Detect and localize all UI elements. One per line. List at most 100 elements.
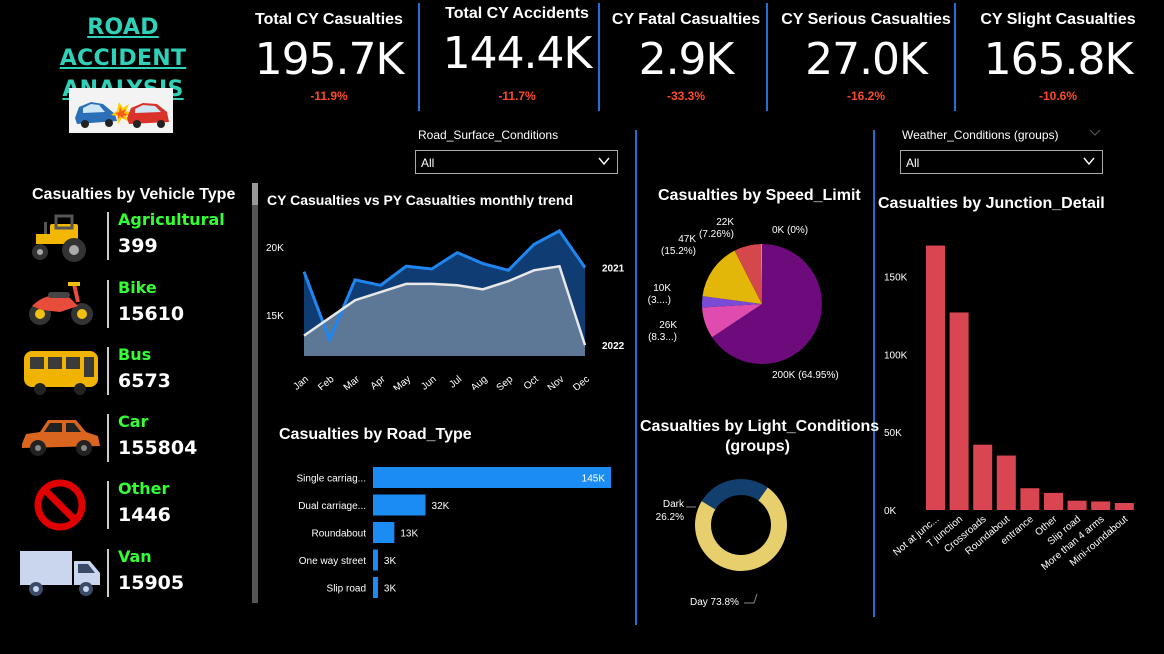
light-conditions-chart[interactable]: Dark 26.2% Day 73.8% [640, 462, 872, 614]
vehicle-value: 155804 [118, 437, 198, 459]
vehicle-row-van: Van 15905 [18, 545, 218, 605]
x-tick-label: Oct [522, 374, 541, 390]
road-type-chart[interactable]: Single carriag... 145K Dual carriage... 32K… [262, 460, 632, 605]
series-2022-line [303, 264, 587, 346]
kpi-label: Total CY Accidents [445, 5, 589, 22]
speed-slice [702, 250, 762, 304]
x-tick-label: Jan [292, 374, 311, 390]
road-surface-slicer[interactable]: All [415, 150, 618, 174]
motorbike-icon [29, 282, 93, 325]
kpi-cy-fatal-casualties: CY Fatal Casualties 2.9K -33.3% [608, 0, 764, 115]
vehicle-list-scrollbar-thumb[interactable] [252, 183, 258, 205]
weather-slicer-label: Weather_Conditions (groups) [902, 128, 1059, 142]
section-divider [635, 130, 637, 625]
vehicle-name: Van [118, 547, 152, 566]
vehicle-row-bike: Bike 15610 [18, 276, 218, 336]
road-type-value-label: 145K [582, 474, 606, 485]
kpi-change: -16.2% [846, 89, 886, 103]
weather-slicer[interactable]: All [900, 150, 1103, 174]
kpi-value: 195.7K [254, 34, 405, 85]
vehicle-divider [107, 347, 109, 395]
junction-bar [1091, 501, 1111, 510]
junction-bar [1114, 503, 1134, 510]
vehicle-list-scrollbar[interactable] [252, 183, 258, 603]
vehicle-divider [107, 414, 109, 462]
kpi-divider [598, 3, 600, 111]
vehicle-value: 1446 [118, 504, 171, 526]
vehicle-row-other: Other 1446 [18, 477, 218, 537]
vehicle-name: Other [118, 479, 170, 498]
section-divider [873, 130, 875, 617]
vehicle-type-title: Casualties by Vehicle Type [32, 186, 236, 203]
road-type-bar [373, 467, 611, 488]
junction-bar [973, 444, 993, 510]
prohibited-icon [34, 479, 86, 531]
speed-slice-label: 0K (0%) [772, 225, 808, 236]
y-tick-label: 100K [884, 350, 908, 361]
vehicle-divider [107, 280, 109, 328]
kpi-change: -11.7% [498, 89, 536, 103]
y-tick-label: 50K [884, 428, 902, 439]
speed-limit-chart[interactable]: 200K (64.95%) 26K (8.3...) 10K (3....) 47K (15… [640, 208, 872, 388]
speed-slice-label: 26K (8.3...) [648, 320, 677, 343]
dashboard-title-line1: ROAD ACCIDENT [59, 15, 187, 71]
road-type-category-label: One way street [299, 556, 366, 567]
bus-icon [24, 351, 98, 395]
junction-bar [1020, 488, 1040, 510]
x-tick-label: Mar [342, 373, 363, 390]
road-type-value-label: 3K [384, 556, 397, 567]
speed-slice [712, 244, 822, 364]
light-dark-pct: 26.2% [656, 512, 684, 523]
x-tick-label: May [392, 374, 414, 390]
x-tick-label: Aug [469, 374, 490, 390]
kpi-change: -33.3% [666, 89, 706, 103]
vehicle-name: Car [118, 412, 149, 431]
series-2022-area [304, 266, 585, 356]
junction-bar [1067, 500, 1087, 510]
junction-bar [926, 245, 945, 511]
car-icon [22, 420, 100, 456]
vehicle-row-agricultural: Agricultural 399 [18, 208, 225, 268]
x-tick-label: Jun [419, 374, 438, 390]
y-tick-label: 20K [266, 243, 284, 254]
kpi-change: -11.9% [310, 89, 348, 103]
junction-bar [1044, 492, 1063, 510]
chevron-down-icon [1083, 157, 1095, 166]
vehicle-divider [107, 549, 109, 597]
light-dark-label: Dark [663, 499, 685, 510]
kpi-value: 2.9K [638, 34, 735, 85]
kpi-cy-slight-casualties: CY Slight Casualties 165.8K -10.6% [970, 0, 1146, 115]
kpi-total-cy-casualties: Total CY Casualties 195.7K -11.9% [243, 0, 415, 115]
light-chart-title-line2: (groups) [725, 438, 790, 455]
kpi-value: 27.0K [805, 34, 928, 85]
tractor-icon [32, 214, 86, 262]
chevron-down-icon[interactable] [1088, 128, 1102, 138]
vehicle-row-car: Car 155804 [18, 410, 218, 470]
accident-logo-icon [69, 88, 173, 133]
road-type-value-label: 32K [432, 501, 450, 512]
x-tick-label: Apr [369, 373, 389, 390]
trend-chart[interactable]: 20K 15K 2021 2022 Jan Feb Mar Apr May Jun Jul Aug Se… [258, 210, 636, 390]
kpi-divider [766, 3, 768, 111]
road-type-category-label: Roundabout [312, 529, 367, 540]
kpi-label: CY Serious Casualties [781, 11, 951, 28]
kpi-divider [418, 3, 420, 111]
road-type-chart-title: Casualties by Road_Type [279, 426, 472, 443]
road-surface-slicer-value: All [421, 156, 435, 170]
road-type-category-label: Dual carriage... [298, 501, 366, 512]
road-surface-slicer-label: Road_Surface_Conditions [418, 128, 559, 142]
road-type-bar [373, 577, 378, 598]
kpi-label: CY Fatal Casualties [611, 11, 761, 28]
speed-slice-label: 200K (64.95%) [772, 370, 839, 381]
light-slice [695, 487, 787, 571]
junction-bar [996, 455, 1016, 510]
vehicle-value: 15905 [118, 572, 185, 594]
road-type-bar [373, 494, 426, 516]
y-tick-label: 15K [266, 311, 284, 322]
road-type-category-label: Slip road [327, 584, 366, 595]
speed-slice [702, 304, 762, 338]
vehicle-name: Agricultural [118, 210, 225, 229]
vehicle-value: 6573 [118, 370, 171, 392]
speed-slice-label: 22K (7.26%) [699, 217, 734, 240]
